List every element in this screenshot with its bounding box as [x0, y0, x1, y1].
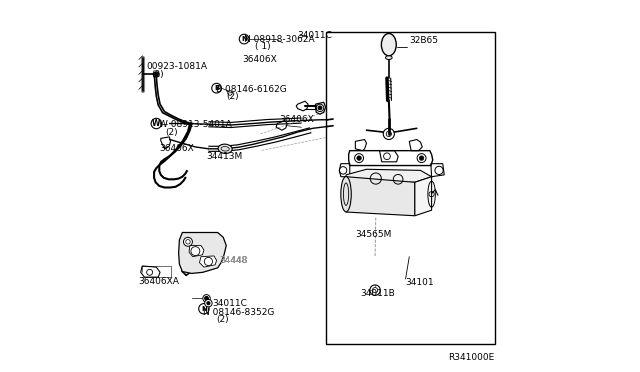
- Polygon shape: [200, 256, 216, 267]
- Text: 00923-1081A: 00923-1081A: [146, 62, 207, 71]
- Bar: [326, 32, 495, 344]
- Text: 34101: 34101: [406, 278, 434, 287]
- Text: 36406X: 36406X: [242, 55, 276, 64]
- Polygon shape: [179, 232, 227, 273]
- Text: ( 1): ( 1): [255, 42, 271, 51]
- Text: (2): (2): [165, 128, 177, 137]
- Text: R341000E: R341000E: [449, 353, 495, 362]
- Text: 34448: 34448: [220, 256, 248, 265]
- Text: B: B: [214, 85, 220, 91]
- Text: 36406XA: 36406XA: [138, 278, 179, 286]
- Text: 36406X: 36406X: [159, 144, 194, 153]
- Text: 34565M: 34565M: [355, 230, 392, 239]
- Polygon shape: [346, 177, 415, 216]
- Text: N: N: [201, 306, 207, 312]
- Circle shape: [207, 302, 210, 305]
- Circle shape: [184, 237, 193, 246]
- Text: 34448: 34448: [220, 256, 248, 265]
- Circle shape: [151, 118, 161, 129]
- Text: W 08913-5401A: W 08913-5401A: [159, 120, 232, 129]
- Circle shape: [204, 257, 212, 266]
- Circle shape: [212, 83, 221, 93]
- Ellipse shape: [385, 56, 392, 60]
- Text: (2): (2): [227, 92, 239, 101]
- Text: B 08146-6162G: B 08146-6162G: [216, 85, 287, 94]
- Circle shape: [419, 156, 424, 160]
- Ellipse shape: [381, 33, 396, 56]
- Text: 34011B: 34011B: [360, 289, 394, 298]
- Text: (2): (2): [216, 315, 228, 324]
- Text: N 08918-3062A: N 08918-3062A: [244, 35, 314, 44]
- Circle shape: [239, 34, 249, 44]
- Circle shape: [203, 295, 211, 302]
- Circle shape: [318, 106, 322, 110]
- Polygon shape: [346, 169, 431, 182]
- Circle shape: [154, 73, 158, 76]
- Circle shape: [357, 156, 362, 160]
- Text: W: W: [152, 119, 161, 128]
- Text: 34413M: 34413M: [207, 152, 243, 161]
- Text: (2): (2): [152, 70, 164, 79]
- Circle shape: [205, 299, 212, 307]
- Ellipse shape: [341, 177, 351, 212]
- Ellipse shape: [218, 144, 232, 154]
- Polygon shape: [189, 246, 204, 257]
- Text: N: N: [241, 36, 247, 42]
- Circle shape: [205, 296, 209, 300]
- Ellipse shape: [154, 72, 159, 77]
- Text: 34011C: 34011C: [298, 31, 333, 40]
- Text: 34011C: 34011C: [212, 299, 247, 308]
- Circle shape: [191, 247, 200, 256]
- Text: 32B65: 32B65: [410, 36, 438, 45]
- Circle shape: [199, 304, 209, 314]
- Text: 36406X: 36406X: [279, 115, 314, 124]
- Polygon shape: [415, 177, 431, 216]
- Text: N 08146-8352G: N 08146-8352G: [203, 308, 274, 317]
